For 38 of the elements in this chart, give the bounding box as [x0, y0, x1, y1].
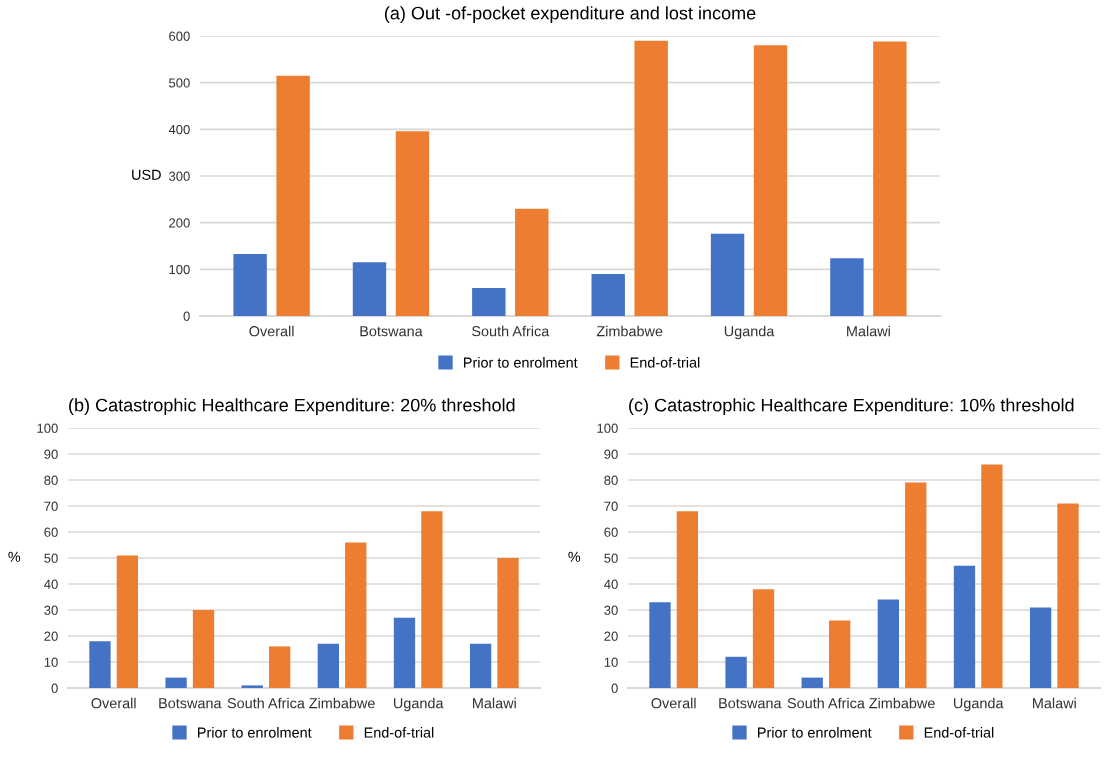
bar [233, 253, 267, 316]
bar [676, 511, 699, 688]
bar [89, 641, 111, 688]
bar [345, 542, 367, 688]
bar [352, 262, 387, 316]
chart-title: (c) Catastrophic Healthcare Expenditure: 10% threshold [629, 398, 1074, 416]
bar [192, 610, 215, 688]
bar [469, 643, 492, 688]
bar [981, 464, 1003, 688]
bar [1057, 503, 1079, 688]
bar [165, 677, 187, 688]
bar [317, 643, 340, 688]
bar [725, 656, 747, 688]
bar [828, 620, 851, 688]
bar [752, 589, 775, 688]
bar [393, 617, 416, 688]
bar [268, 646, 291, 688]
bar [116, 555, 139, 688]
bar [905, 482, 927, 688]
bar [515, 208, 549, 316]
chart-title: (a) Out -of-pocket expenditure and lost income [384, 6, 756, 24]
bar [873, 41, 907, 316]
bar [830, 258, 864, 316]
bar [801, 677, 823, 688]
bar [421, 511, 443, 688]
bar [753, 45, 788, 316]
bar [276, 75, 310, 316]
bar [497, 558, 519, 688]
bar [395, 131, 430, 316]
bar [649, 602, 671, 688]
bar [634, 40, 668, 316]
bar [591, 274, 625, 316]
bar [710, 233, 745, 316]
bar [877, 599, 900, 688]
bar [1029, 607, 1052, 688]
bar [472, 288, 506, 316]
bar [953, 565, 976, 688]
chart-title: (b) Catastrophic Healthcare Expenditure: 20% threshold [69, 398, 515, 416]
